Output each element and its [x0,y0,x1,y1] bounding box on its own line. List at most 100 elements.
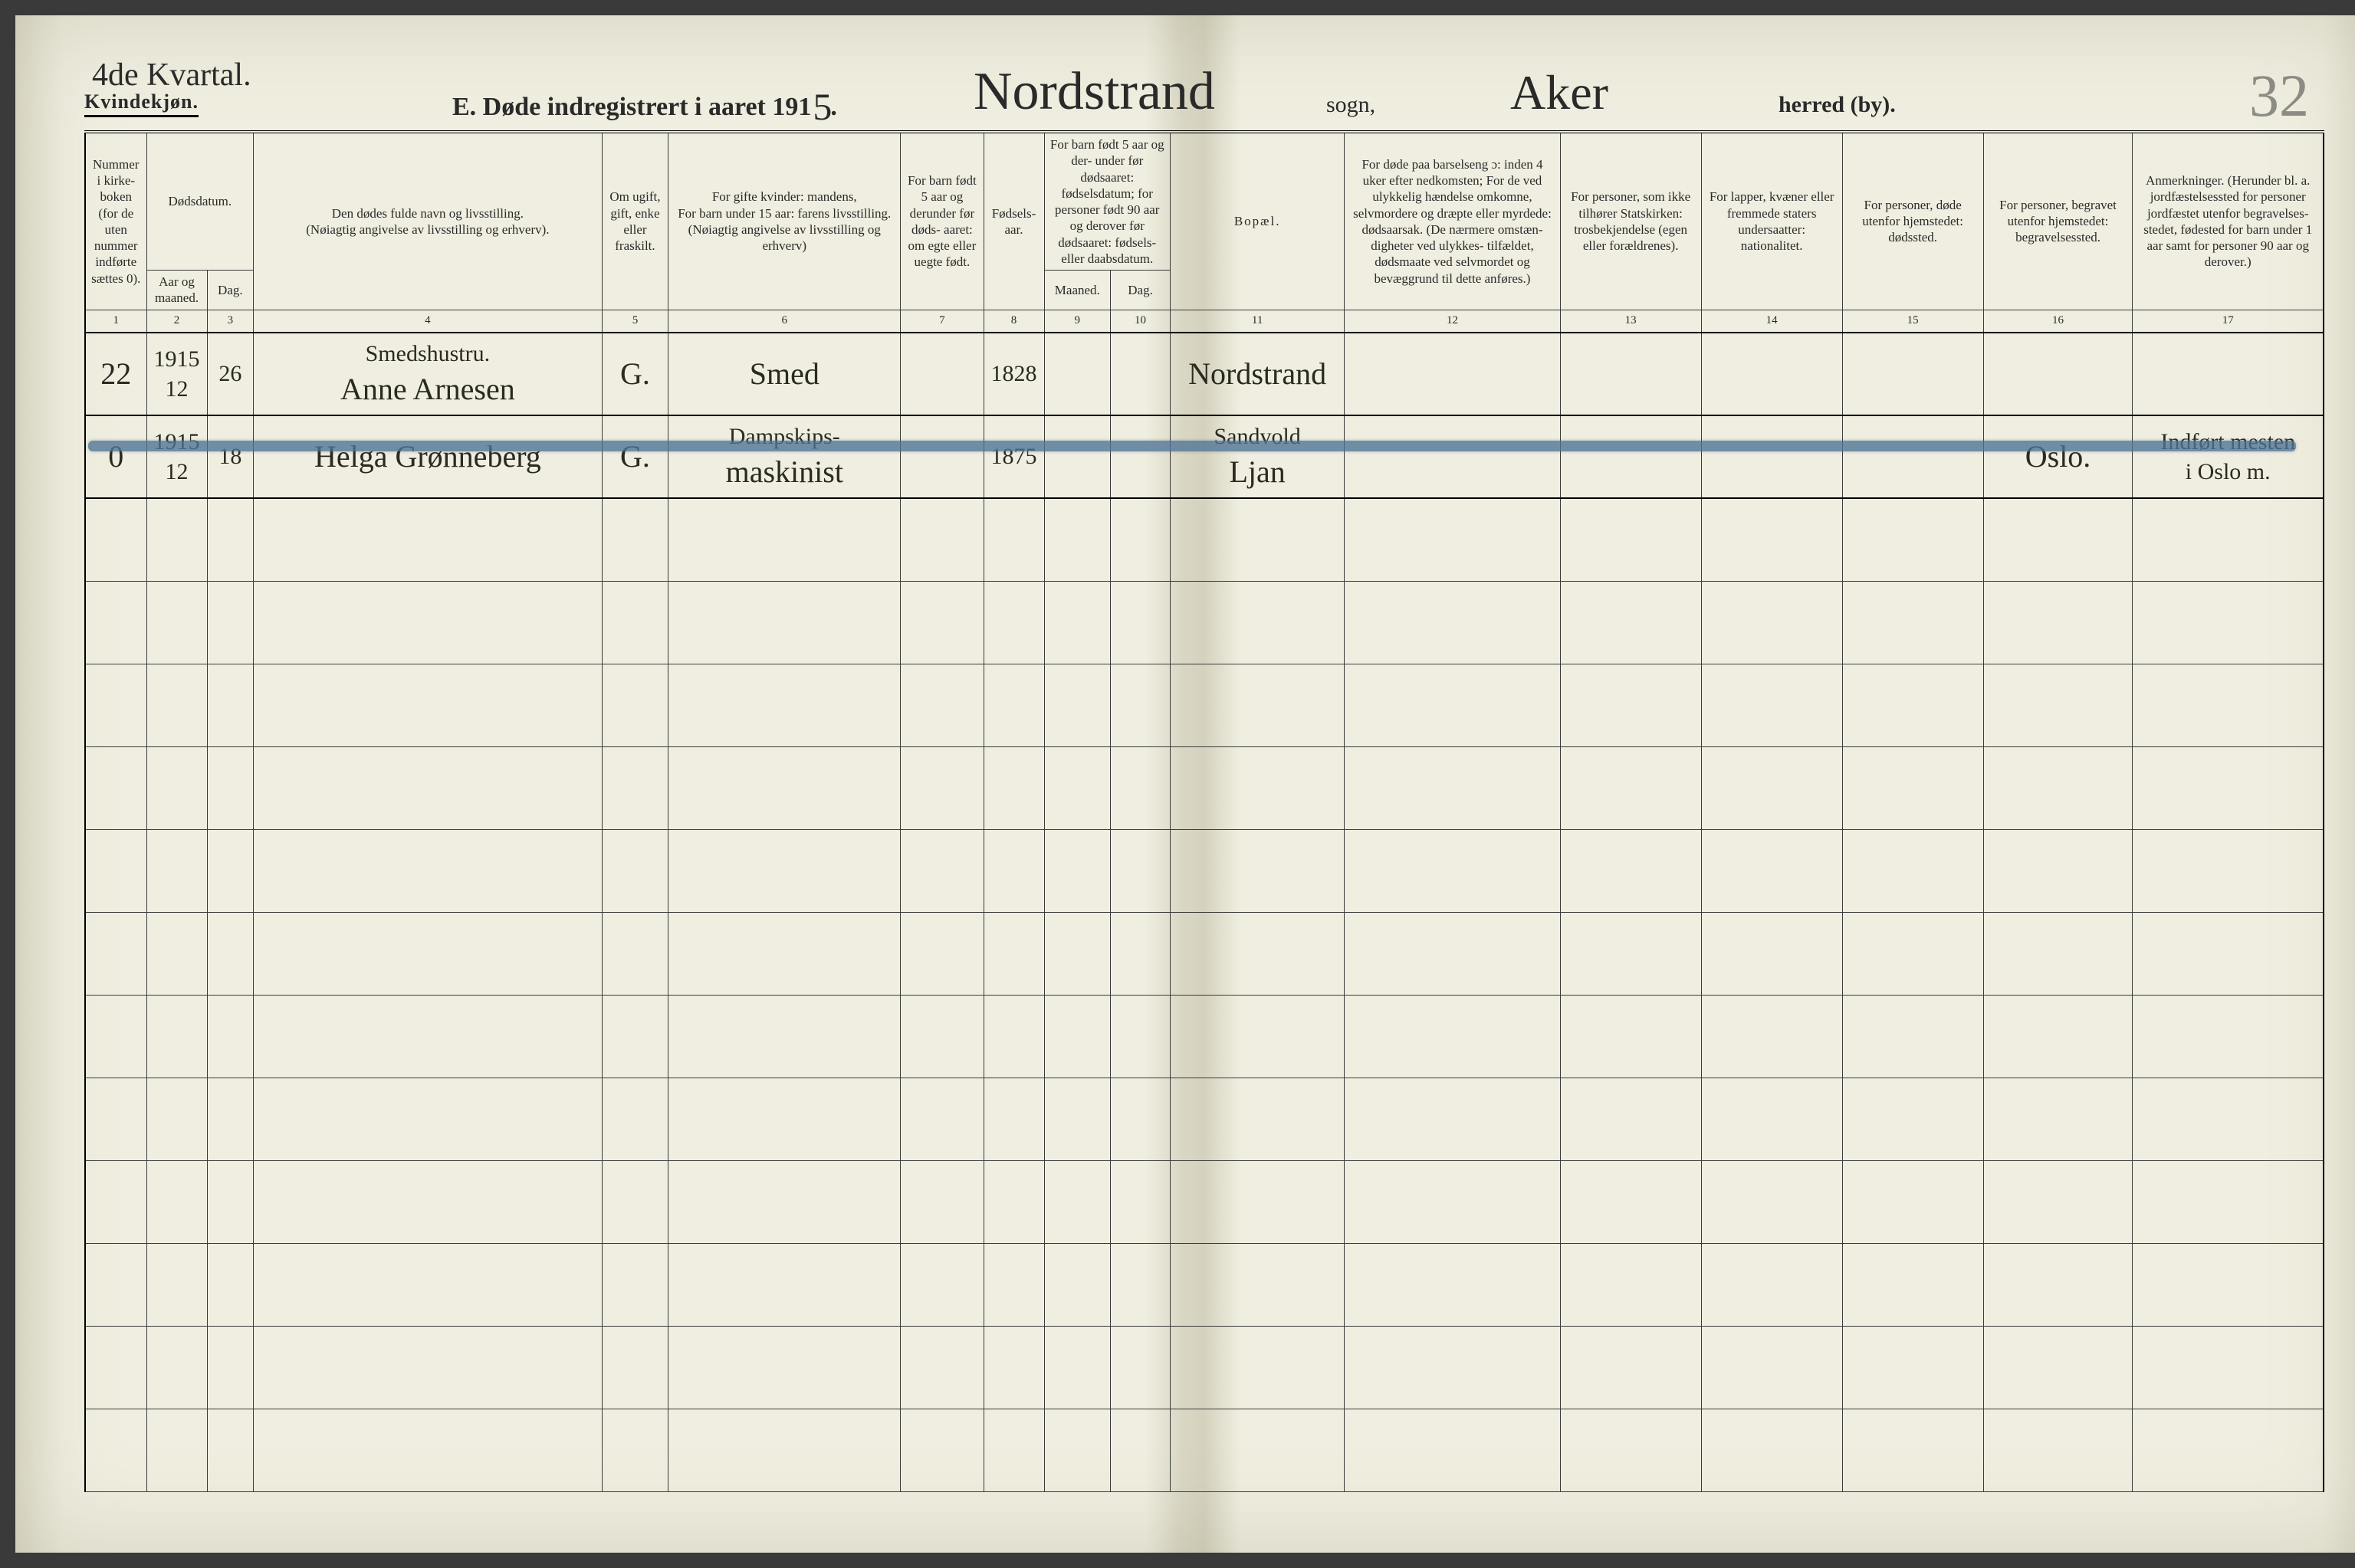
cell-14 [1701,415,1842,498]
empty-cell [85,912,146,995]
empty-cell [1171,498,1345,581]
cell-13 [1560,333,1701,415]
empty-cell [1701,1326,1842,1409]
empty-cell [602,1078,668,1160]
coln-2: 2 [146,310,207,333]
empty-cell [1345,912,1560,995]
empty-cell [1842,995,1983,1078]
empty-cell [1560,1409,1701,1491]
empty-cell [1171,746,1345,829]
parish-name: Nordstrand [974,61,1215,123]
empty-cell [1171,829,1345,912]
empty-cell [984,1243,1044,1326]
empty-cell [668,1409,901,1491]
empty-cell [1345,581,1560,664]
empty-cell [1560,664,1701,746]
empty-cell [1171,1326,1345,1409]
empty-cell [146,664,207,746]
empty-cell [1345,664,1560,746]
empty-cell [2133,829,2324,912]
table-row [85,912,2324,995]
col-6-header: For gifte kvinder: mandens, For barn und… [668,132,901,310]
table-row [85,1243,2324,1326]
empty-cell [254,664,603,746]
table-row [85,664,2324,746]
empty-cell [1983,664,2133,746]
empty-cell [901,1243,984,1326]
empty-cell [254,1078,603,1160]
empty-cell [1560,912,1701,995]
coln-11: 11 [1171,310,1345,333]
empty-cell [207,1078,254,1160]
coln-12: 12 [1345,310,1560,333]
empty-cell [146,1243,207,1326]
empty-cell [1560,498,1701,581]
parish-label: sogn, [1326,92,1375,118]
empty-cell [901,1078,984,1160]
empty-cell [1345,1160,1560,1243]
empty-cell [1171,1243,1345,1326]
empty-cell [85,498,146,581]
empty-cell [1701,912,1842,995]
empty-cell [85,746,146,829]
empty-cell [1111,581,1171,664]
empty-cell [1111,746,1171,829]
empty-cell [1983,1078,2133,1160]
empty-cell [1111,1078,1171,1160]
cell-year-month: 191512 [146,415,207,498]
empty-cell [85,1326,146,1409]
empty-cell [668,1078,901,1160]
empty-cell [1842,498,1983,581]
empty-cell [1111,1409,1171,1491]
empty-cell [1171,581,1345,664]
cell-num: 0 [85,415,146,498]
empty-cell [207,995,254,1078]
empty-cell [146,912,207,995]
empty-cell [668,1326,901,1409]
empty-cell [85,664,146,746]
empty-cell [602,581,668,664]
empty-cell [1701,664,1842,746]
empty-cell [1983,581,2133,664]
empty-cell [254,1160,603,1243]
empty-cell [1171,1409,1345,1491]
empty-cell [901,581,984,664]
quarter-label: 4de Kvartal. [92,57,251,93]
empty-cell [1701,1078,1842,1160]
table-row: 019151218Helga GrønnebergG.Dampskips-mas… [85,415,2324,498]
empty-cell [1044,912,1111,995]
empty-cell [901,664,984,746]
coln-8: 8 [984,310,1044,333]
cell-12 [1345,333,1560,415]
empty-cell [1701,829,1842,912]
empty-cell [1111,1160,1171,1243]
empty-cell [1044,1078,1111,1160]
empty-cell [207,664,254,746]
table-row [85,1078,2324,1160]
empty-cell [1701,1160,1842,1243]
empty-cell [1560,581,1701,664]
cell-day: 26 [207,333,254,415]
empty-cell [984,1078,1044,1160]
year-digit: 5 [813,85,832,128]
table-row [85,746,2324,829]
empty-cell [1842,1160,1983,1243]
empty-cell [668,1160,901,1243]
empty-cell [207,1409,254,1491]
empty-cell [901,1409,984,1491]
empty-cell [1560,746,1701,829]
empty-cell [1701,995,1842,1078]
empty-cell [1560,1326,1701,1409]
empty-cell [1701,1409,1842,1491]
empty-cell [2133,1409,2324,1491]
cell-num: 22 [85,333,146,415]
empty-cell [602,1326,668,1409]
empty-cell [207,1326,254,1409]
empty-cell [1111,995,1171,1078]
empty-cell [1345,995,1560,1078]
empty-cell [1044,581,1111,664]
empty-cell [1842,581,1983,664]
cell-day: 18 [207,415,254,498]
coln-16: 16 [1983,310,2133,333]
empty-cell [1171,1078,1345,1160]
